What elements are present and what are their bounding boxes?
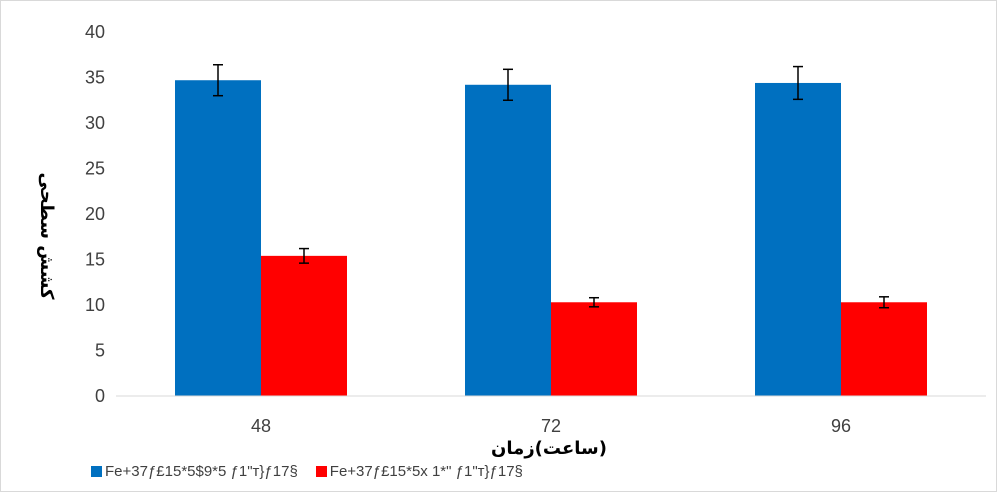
y-tick-label: 15 [85, 250, 105, 270]
y-tick-label: 40 [85, 22, 105, 42]
y-tick-label: 25 [85, 159, 105, 179]
error-bar-series-2-72 [589, 296, 599, 308]
legend-label-series-1: Fe+37ƒ£15*5$9*5 ƒ1"т}ƒ17§ [105, 463, 298, 480]
x-tick-label: 96 [831, 416, 851, 436]
bar-series-1-72 [465, 84, 551, 396]
error-bars-group [213, 64, 889, 309]
legend: Fe+37ƒ£15*5$9*5 ƒ1"т}ƒ17§ Fe+37ƒ£15*5x 1… [91, 463, 523, 480]
x-axis-ticks: 48 72 96 [251, 416, 851, 436]
legend-swatch-series-2 [315, 466, 327, 477]
x-tick-label: 72 [541, 416, 561, 436]
legend-label-series-2: Fe+37ƒ£15*5x 1*" ƒ1"т}ƒ17§ [329, 463, 523, 480]
legend-swatch-series-1 [91, 466, 102, 477]
legend-item-series-2: Fe+37ƒ£15*5x 1*" ƒ1"т}ƒ17§ [315, 463, 523, 480]
y-tick-label: 35 [85, 68, 105, 88]
bars-group [175, 80, 927, 397]
y-axis-ticks: 0 5 10 15 20 25 30 35 40 [85, 22, 105, 406]
y-tick-label: 5 [95, 341, 105, 361]
y-tick-label: 0 [95, 386, 105, 406]
error-bar-series-1-48 [213, 64, 223, 97]
error-bar-series-1-72 [503, 68, 513, 101]
y-tick-label: 30 [85, 113, 105, 133]
x-axis-title: ساعت)زمان) [491, 438, 607, 459]
bar-series-2-96 [841, 302, 927, 396]
error-bar-series-1-96 [793, 65, 803, 101]
y-tick-label: 10 [85, 295, 105, 315]
bar-series-2-48 [261, 255, 347, 396]
error-bar-series-2-96 [879, 296, 889, 309]
bar-series-1-96 [755, 82, 841, 397]
bar-series-2-72 [551, 302, 637, 396]
bar-series-1-48 [175, 80, 261, 396]
x-tick-label: 48 [251, 416, 271, 436]
legend-item-series-1: Fe+37ƒ£15*5$9*5 ƒ1"т}ƒ17§ [91, 463, 298, 480]
error-bar-series-2-48 [299, 247, 309, 264]
y-tick-label: 20 [85, 204, 105, 224]
y-axis-title: کشش سطحی [36, 173, 57, 300]
